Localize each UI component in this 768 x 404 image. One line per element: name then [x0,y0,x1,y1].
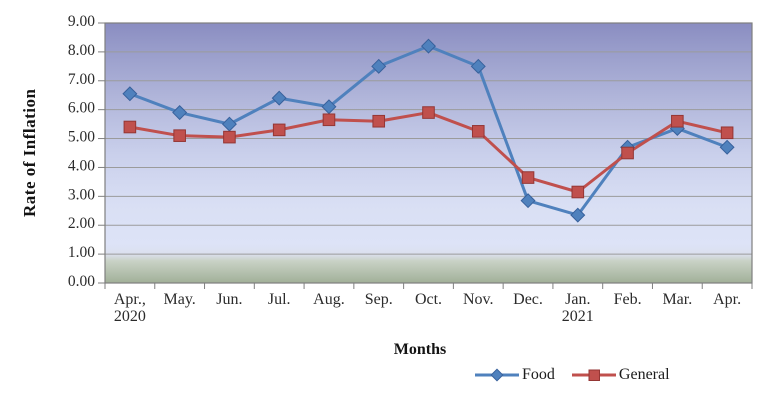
data-point-general [372,114,386,128]
x-tick-label: Dec. [513,291,543,308]
data-point-food [371,58,387,74]
data-point-general [422,106,435,119]
data-point-food [271,90,287,106]
plot-background [105,23,752,283]
data-point-food [520,193,536,209]
data-point-general [571,185,585,199]
data-point-food [719,139,735,155]
diamond-marker-icon [475,368,519,382]
x-tick-label: May. [164,291,196,308]
x-tick-label: Jul. [268,291,291,308]
x-tick-label: Nov. [463,291,494,308]
data-point-general [223,130,236,144]
legend-item-general: General [571,366,670,384]
x-tick-label: Mar. [662,291,692,308]
x-tick-label: Sep. [365,291,393,308]
data-point-general [720,126,734,140]
y-tick-label: 6.00 [68,100,95,117]
data-point-general [123,120,137,134]
data-point-food [470,58,486,74]
y-tick-label: 0.00 [68,273,95,290]
data-point-food [172,105,188,121]
y-tick-label: 2.00 [68,215,95,232]
y-tick-label: 9.00 [68,13,95,30]
x-axis-title: Months [393,341,447,358]
x-tick-label: Jan. 2021 [562,291,594,325]
y-tick-label: 8.00 [68,42,95,59]
data-point-general [173,129,186,142]
x-tick-label: Apr. [713,291,741,308]
x-tick-label: Feb. [614,291,642,308]
data-point-general [471,125,485,138]
data-point-food [570,207,586,223]
legend-item-food: Food [474,366,555,384]
data-point-general [322,113,336,127]
legend: Food General [474,366,670,384]
x-tick-label: Oct. [415,291,442,308]
legend-label: Food [522,366,555,383]
y-tick-label: 1.00 [68,244,95,261]
y-tick-label: 4.00 [68,157,95,174]
x-tick-label: Jun. [216,291,242,308]
data-point-food [420,38,437,54]
data-point-general [521,171,535,184]
y-tick-label: 3.00 [68,186,95,203]
legend-label: General [618,366,670,383]
data-point-general [272,123,286,137]
plot-border [104,22,753,284]
data-point-general [621,146,634,160]
y-tick-label: 5.00 [68,129,95,146]
square-marker-icon [571,369,616,381]
data-point-food [122,86,138,102]
data-point-general [671,114,684,128]
y-tick-label: 7.00 [68,71,95,88]
x-tick-label: Apr., 2020 [114,291,146,325]
x-tick-label: Aug. [313,291,345,308]
